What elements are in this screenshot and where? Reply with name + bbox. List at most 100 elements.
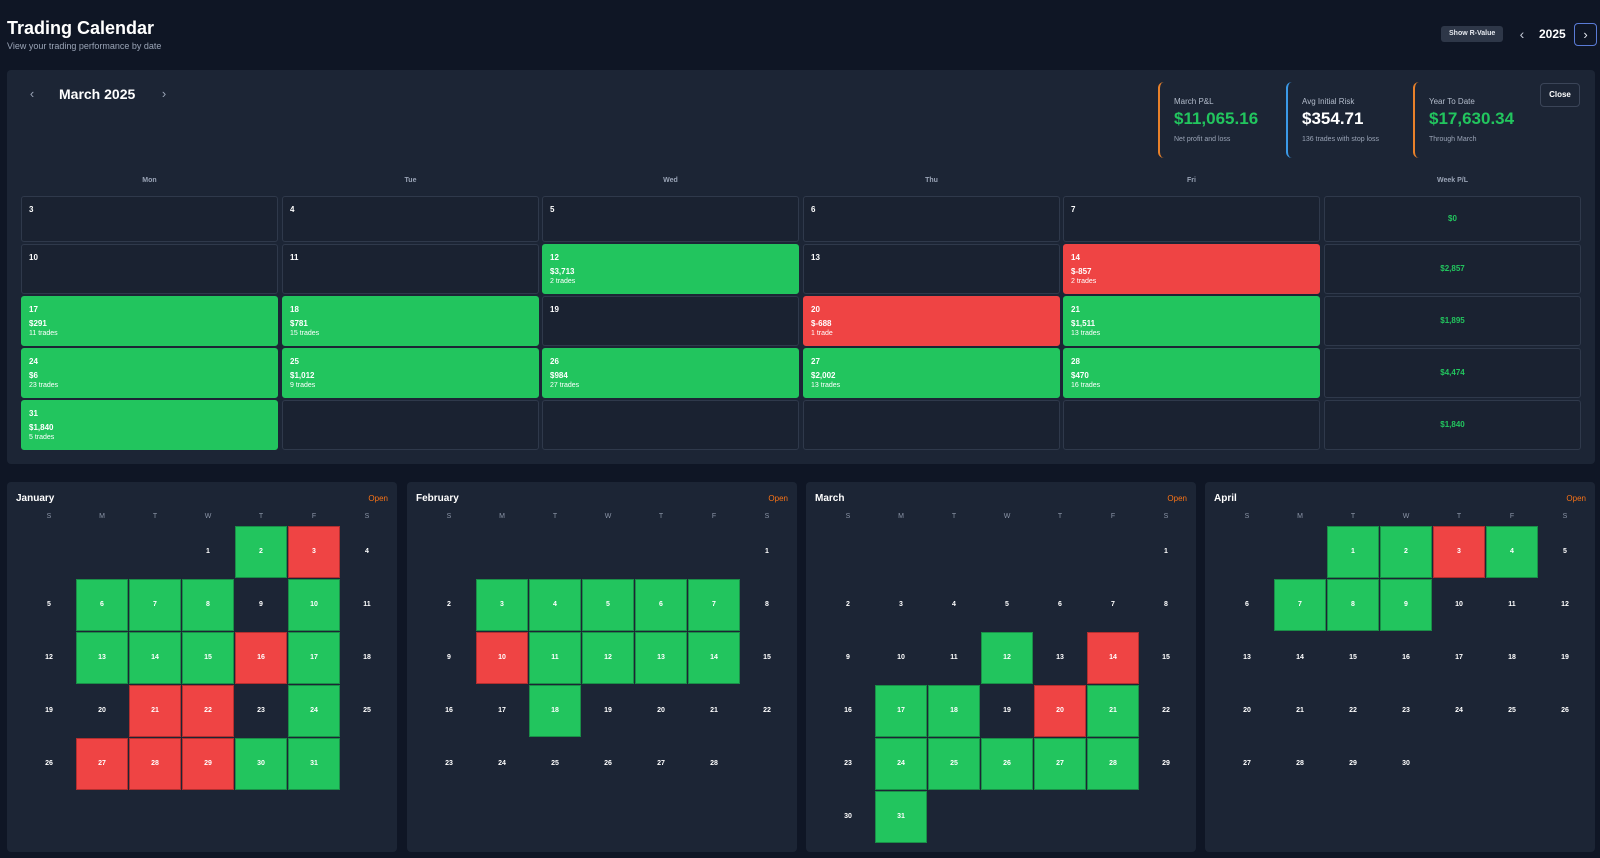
calendar-day-cell[interactable]: 17 $291 11 trades: [21, 296, 278, 346]
mini-day-cell[interactable]: 25: [363, 707, 371, 714]
mini-day-cell[interactable]: 23: [445, 760, 453, 767]
mini-day-cell[interactable]: 22: [1349, 707, 1357, 714]
mini-day-cell[interactable]: 22: [763, 707, 771, 714]
mini-day-cell[interactable]: 30: [1402, 760, 1410, 767]
mini-day-cell[interactable]: 2: [846, 601, 850, 608]
mini-day-cell[interactable]: 12: [981, 632, 1033, 684]
mini-day-cell[interactable]: 11: [529, 632, 581, 684]
mini-day-cell[interactable]: 27: [1243, 760, 1251, 767]
mini-day-cell[interactable]: 28: [129, 738, 181, 790]
mini-day-cell[interactable]: 2: [235, 526, 287, 578]
mini-day-cell[interactable]: 28: [1087, 738, 1139, 790]
mini-day-cell[interactable]: 6: [1058, 601, 1062, 608]
calendar-day-cell[interactable]: 19: [542, 296, 799, 346]
mini-day-cell[interactable]: 21: [129, 685, 181, 737]
mini-day-cell[interactable]: 23: [1402, 707, 1410, 714]
calendar-day-cell[interactable]: [803, 400, 1060, 450]
calendar-day-cell[interactable]: 4: [282, 196, 539, 242]
mini-day-cell[interactable]: 9: [259, 601, 263, 608]
calendar-day-cell[interactable]: 20 $-688 1 trade: [803, 296, 1060, 346]
month-prev-button[interactable]: ‹: [25, 85, 39, 103]
open-month-link[interactable]: Open: [1566, 494, 1586, 503]
mini-day-cell[interactable]: 27: [657, 760, 665, 767]
year-prev-button[interactable]: ‹: [1514, 25, 1530, 43]
mini-day-cell[interactable]: 13: [1056, 654, 1064, 661]
mini-day-cell[interactable]: 1: [1327, 526, 1379, 578]
mini-day-cell[interactable]: 25: [928, 738, 980, 790]
show-r-value-button[interactable]: Show R-Value: [1441, 26, 1504, 42]
mini-day-cell[interactable]: 15: [1349, 654, 1357, 661]
mini-day-cell[interactable]: 3: [1433, 526, 1485, 578]
mini-day-cell[interactable]: 17: [498, 707, 506, 714]
mini-day-cell[interactable]: 19: [45, 707, 53, 714]
mini-day-cell[interactable]: 20: [657, 707, 665, 714]
mini-day-cell[interactable]: 21: [1087, 685, 1139, 737]
mini-day-cell[interactable]: 14: [1087, 632, 1139, 684]
mini-day-cell[interactable]: 23: [257, 707, 265, 714]
mini-day-cell[interactable]: 16: [844, 707, 852, 714]
mini-day-cell[interactable]: 31: [875, 791, 927, 843]
mini-day-cell[interactable]: 3: [899, 601, 903, 608]
mini-day-cell[interactable]: 26: [981, 738, 1033, 790]
mini-day-cell[interactable]: 26: [45, 760, 53, 767]
mini-day-cell[interactable]: 19: [1003, 707, 1011, 714]
calendar-day-cell[interactable]: 26 $984 27 trades: [542, 348, 799, 398]
calendar-day-cell[interactable]: 5: [542, 196, 799, 242]
mini-day-cell[interactable]: 4: [1486, 526, 1538, 578]
mini-day-cell[interactable]: 11: [1508, 601, 1516, 608]
mini-day-cell[interactable]: 20: [1034, 685, 1086, 737]
mini-day-cell[interactable]: 27: [1034, 738, 1086, 790]
mini-day-cell[interactable]: 11: [363, 601, 371, 608]
mini-day-cell[interactable]: 13: [635, 632, 687, 684]
mini-day-cell[interactable]: 25: [1508, 707, 1516, 714]
mini-day-cell[interactable]: 14: [688, 632, 740, 684]
mini-day-cell[interactable]: 18: [1508, 654, 1516, 661]
mini-day-cell[interactable]: 10: [897, 654, 905, 661]
mini-day-cell[interactable]: 3: [476, 579, 528, 631]
mini-day-cell[interactable]: 1: [765, 548, 769, 555]
calendar-day-cell[interactable]: 3: [21, 196, 278, 242]
mini-day-cell[interactable]: 18: [363, 654, 371, 661]
mini-day-cell[interactable]: 9: [1380, 579, 1432, 631]
mini-day-cell[interactable]: 4: [365, 548, 369, 555]
mini-day-cell[interactable]: 4: [952, 601, 956, 608]
mini-day-cell[interactable]: 3: [288, 526, 340, 578]
mini-day-cell[interactable]: 28: [710, 760, 718, 767]
mini-day-cell[interactable]: 9: [447, 654, 451, 661]
mini-day-cell[interactable]: 21: [710, 707, 718, 714]
mini-day-cell[interactable]: 13: [1243, 654, 1251, 661]
close-button[interactable]: Close: [1540, 83, 1580, 107]
mini-day-cell[interactable]: 20: [1243, 707, 1251, 714]
mini-day-cell[interactable]: 8: [765, 601, 769, 608]
mini-day-cell[interactable]: 10: [1455, 601, 1463, 608]
open-month-link[interactable]: Open: [368, 494, 388, 503]
mini-day-cell[interactable]: 23: [844, 760, 852, 767]
mini-day-cell[interactable]: 5: [47, 601, 51, 608]
calendar-day-cell[interactable]: 31 $1,840 5 trades: [21, 400, 278, 450]
mini-day-cell[interactable]: 12: [1561, 601, 1569, 608]
mini-day-cell[interactable]: 19: [604, 707, 612, 714]
year-next-button[interactable]: ›: [1574, 23, 1597, 46]
mini-day-cell[interactable]: 16: [1402, 654, 1410, 661]
mini-day-cell[interactable]: 6: [76, 579, 128, 631]
calendar-day-cell[interactable]: 25 $1,012 9 trades: [282, 348, 539, 398]
mini-day-cell[interactable]: 24: [498, 760, 506, 767]
mini-day-cell[interactable]: 15: [763, 654, 771, 661]
calendar-day-cell[interactable]: 24 $6 23 trades: [21, 348, 278, 398]
mini-day-cell[interactable]: 2: [447, 601, 451, 608]
mini-day-cell[interactable]: 16: [235, 632, 287, 684]
mini-day-cell[interactable]: 1: [1164, 548, 1168, 555]
mini-day-cell[interactable]: 7: [1111, 601, 1115, 608]
mini-day-cell[interactable]: 10: [476, 632, 528, 684]
calendar-day-cell[interactable]: 10: [21, 244, 278, 294]
calendar-day-cell[interactable]: 21 $1,511 13 trades: [1063, 296, 1320, 346]
mini-day-cell[interactable]: 19: [1561, 654, 1569, 661]
mini-day-cell[interactable]: 4: [529, 579, 581, 631]
mini-day-cell[interactable]: 29: [182, 738, 234, 790]
mini-day-cell[interactable]: 7: [129, 579, 181, 631]
calendar-day-cell[interactable]: [282, 400, 539, 450]
mini-day-cell[interactable]: 13: [76, 632, 128, 684]
mini-day-cell[interactable]: 6: [1245, 601, 1249, 608]
mini-day-cell[interactable]: 5: [1563, 548, 1567, 555]
mini-day-cell[interactable]: 17: [1455, 654, 1463, 661]
